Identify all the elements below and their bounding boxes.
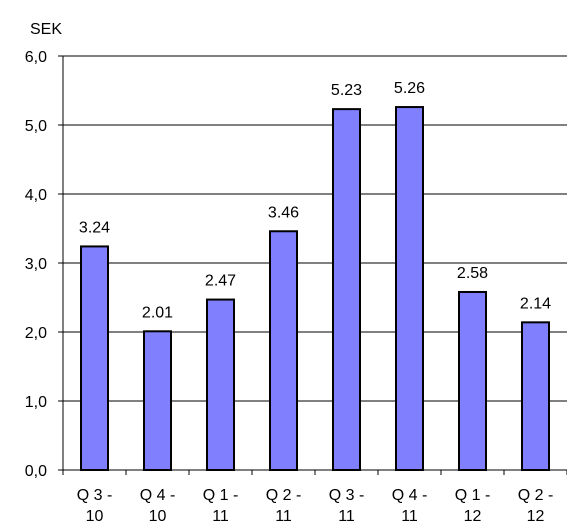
bar (143, 330, 172, 471)
x-tick-label: Q 3 - 11 (329, 487, 365, 525)
bar (332, 108, 361, 471)
x-tick-label: Q 1 - 11 (203, 487, 239, 525)
value-label: 5.26 (394, 80, 425, 97)
y-tick-label: 0,0 (25, 463, 47, 480)
x-tick-label-line: 11 (338, 508, 355, 525)
x-tick-label: Q 2 - 12 (518, 487, 554, 525)
value-label: 5.23 (331, 82, 362, 99)
bar (458, 290, 487, 472)
y-tick-label: 4,0 (25, 187, 47, 204)
x-tick-label-line: 11 (275, 508, 292, 525)
x-tick-label: Q 3 - 10 (77, 487, 113, 525)
bar (80, 245, 109, 471)
y-tick-label: 5,0 (25, 118, 47, 135)
x-tick-label: Q 4 - 11 (392, 487, 428, 525)
x-tick-label-line: 10 (149, 508, 167, 525)
x-tick-label-line: Q 3 - (329, 487, 365, 504)
value-label: 2.01 (142, 304, 173, 321)
y-axis-title: SEK (30, 21, 62, 38)
bar (269, 230, 298, 471)
bar (521, 321, 550, 471)
x-tick-label-line: 11 (212, 508, 229, 525)
y-tick-label: 6,0 (25, 49, 47, 66)
value-label: 2.47 (205, 273, 236, 290)
value-label: 2.14 (520, 295, 551, 312)
value-label: 3.46 (268, 204, 299, 221)
x-tick-label: Q 1 - 12 (455, 487, 491, 525)
y-tick-label: 1,0 (25, 394, 47, 411)
x-tick-label-line: 10 (86, 508, 104, 525)
x-tick-label-line: Q 3 - (77, 487, 113, 504)
y-tick-label: 2,0 (25, 325, 47, 342)
x-tick-label-line: 12 (464, 508, 482, 525)
bar (395, 106, 424, 471)
value-label: 3.24 (79, 219, 110, 236)
x-tick-label-line: Q 4 - (392, 487, 428, 504)
x-tick-label-line: Q 1 - (455, 487, 491, 504)
value-label: 2.58 (457, 265, 488, 282)
x-tick-label: Q 4 - 10 (140, 487, 176, 525)
x-tick-label-line: 12 (527, 508, 545, 525)
y-tick-label: 3,0 (25, 256, 47, 273)
x-tick-label-line: Q 1 - (203, 487, 239, 504)
x-tick-label-line: Q 2 - (518, 487, 554, 504)
x-tick-label-line: Q 2 - (266, 487, 302, 504)
bar (206, 298, 235, 471)
x-tick-label: Q 2 - 11 (266, 487, 302, 525)
x-tick-label-line: 11 (401, 508, 418, 525)
x-tick-label-line: Q 4 - (140, 487, 176, 504)
